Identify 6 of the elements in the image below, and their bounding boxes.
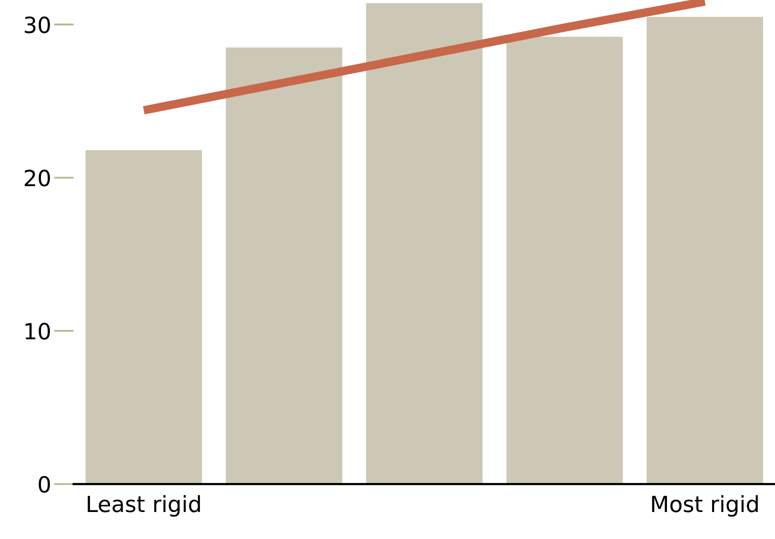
y-tick-label: 0 [38,476,50,493]
y-tick-label: 20 [24,170,50,186]
y-tick-label: 10 [26,322,50,340]
x-tick-label: Most rigid [652,495,758,517]
y-tick-label: 30 [24,16,50,34]
x-tick-label: Least rigid [88,495,200,517]
